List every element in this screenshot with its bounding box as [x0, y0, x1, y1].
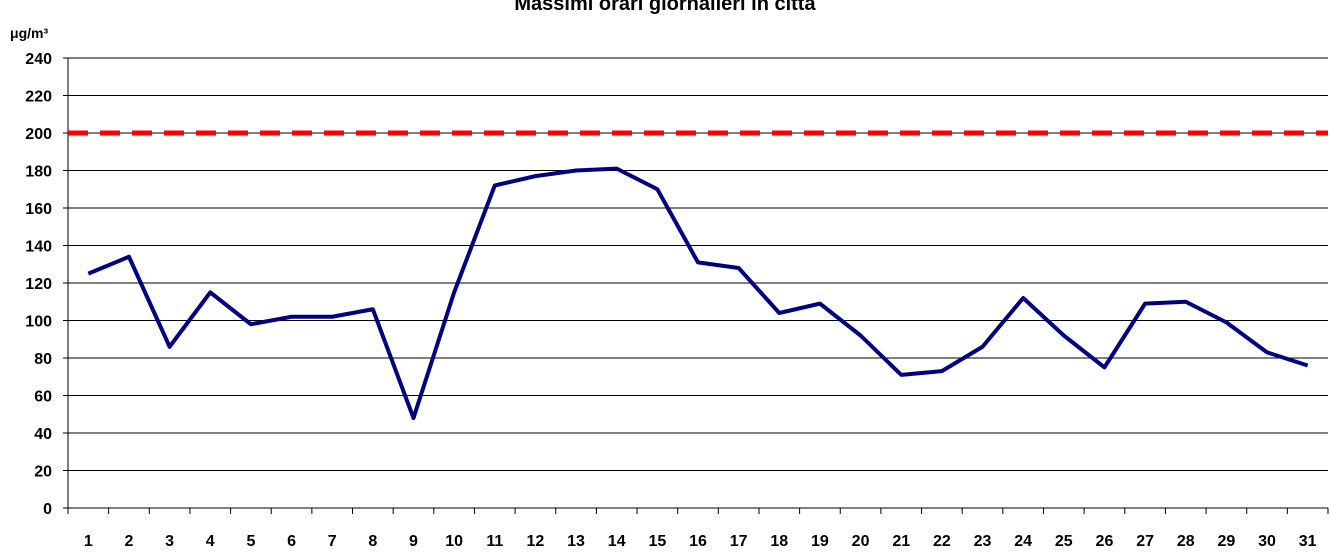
x-tick-label: 4: [206, 533, 215, 550]
x-tick-label: 16: [689, 533, 707, 550]
x-tick-label: 28: [1177, 533, 1195, 550]
x-tick-label: 21: [892, 533, 910, 550]
x-tick-label: 15: [648, 533, 666, 550]
x-tick-label: 5: [246, 533, 255, 550]
x-tick-label: 25: [1055, 533, 1073, 550]
x-tick-label: 13: [567, 533, 585, 550]
y-tick-label: 220: [25, 89, 52, 106]
x-tick-label: 10: [445, 533, 463, 550]
x-tick-label: 31: [1299, 533, 1317, 550]
y-tick-label: 140: [25, 239, 52, 256]
x-tick-label: 27: [1136, 533, 1154, 550]
x-tick-label: 29: [1217, 533, 1235, 550]
y-tick-label: 80: [34, 351, 52, 368]
x-tick-label: 17: [730, 533, 748, 550]
line-series: [87, 166, 1309, 420]
y-tick-label: 180: [25, 164, 52, 181]
x-tick-label: 24: [1014, 533, 1032, 550]
x-tick-label: 11: [486, 533, 503, 550]
y-tick-label: 100: [25, 314, 52, 331]
y-tick-label: 160: [25, 201, 52, 218]
x-tick-label: 1: [84, 533, 93, 550]
x-tick-label: 8: [368, 533, 377, 550]
x-tick-label: 30: [1258, 533, 1276, 550]
x-tick-label: 12: [527, 533, 545, 550]
x-tick-label: 19: [811, 533, 829, 550]
x-tick-label: 9: [409, 533, 418, 550]
x-tick-label: 3: [165, 533, 174, 550]
x-tick-label: 2: [125, 533, 134, 550]
y-tick-label: 200: [25, 126, 52, 143]
x-tick-label: 6: [287, 533, 296, 550]
x-tick-label: 7: [328, 533, 337, 550]
y-axis-label: μg/m³: [10, 25, 48, 41]
x-tick-label: 23: [974, 533, 992, 550]
y-tick-label: 40: [34, 426, 52, 443]
x-tick-label: 22: [933, 533, 951, 550]
chart-title: Massimi orari giornalieri in città: [514, 0, 816, 15]
y-tick-label: 20: [34, 464, 52, 481]
y-tick-label: 0: [43, 501, 52, 518]
x-tick-label: 26: [1096, 533, 1114, 550]
x-tick-label: 20: [852, 533, 870, 550]
x-tick-label: 18: [770, 533, 788, 550]
x-tick-label: 14: [608, 533, 626, 550]
y-tick-label: 120: [25, 276, 52, 293]
y-tick-label: 60: [34, 389, 52, 406]
y-tick-label: 240: [25, 51, 52, 68]
